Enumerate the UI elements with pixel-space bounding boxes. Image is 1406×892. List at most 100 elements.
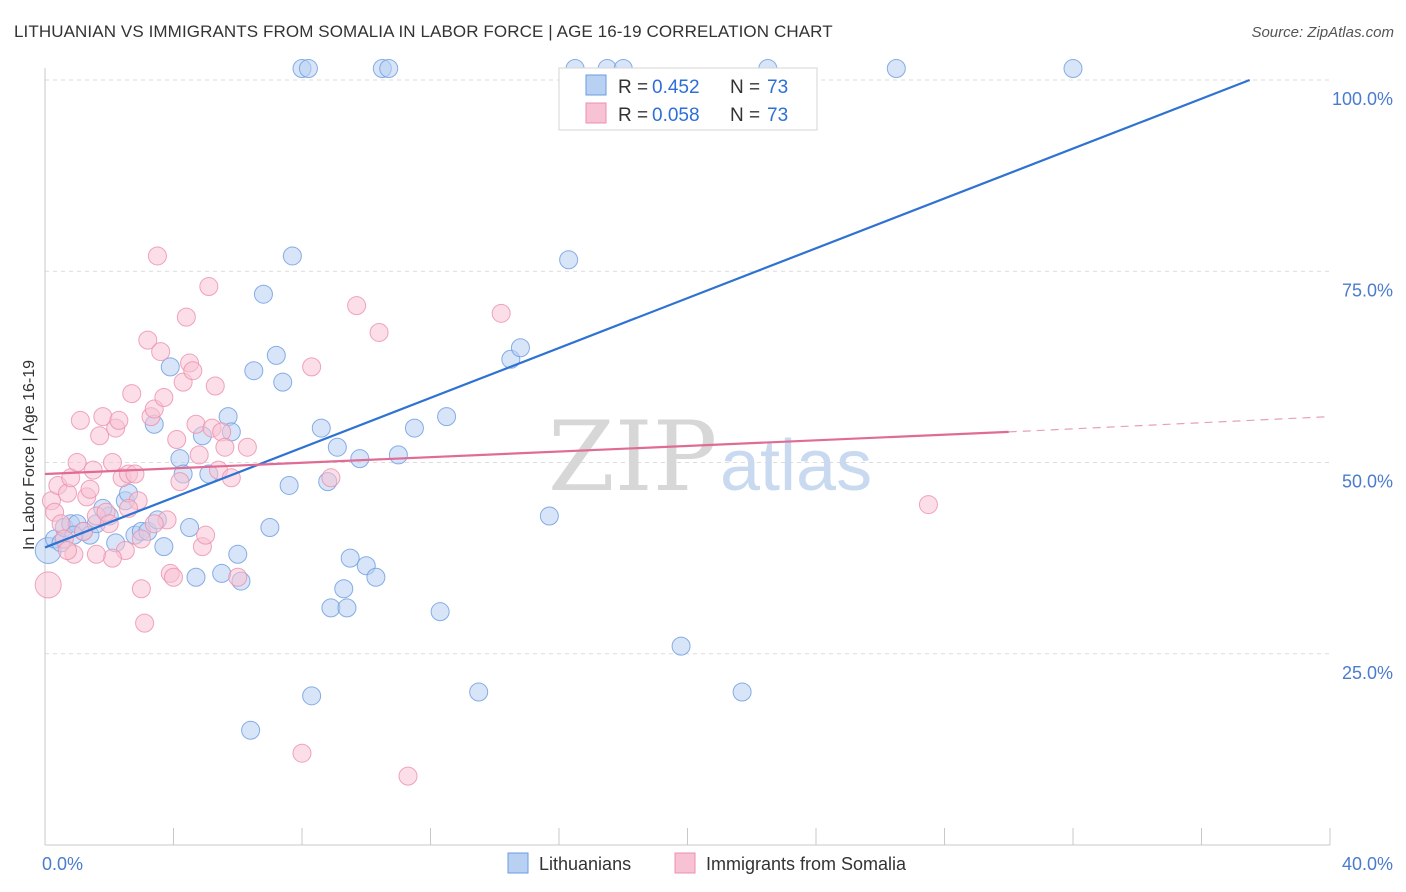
legend-swatch-lithuanians [585, 74, 607, 96]
series-legend: Lithuanians Immigrants from Somalia [507, 852, 907, 874]
point-somalia [67, 453, 87, 472]
point-somalia [491, 303, 511, 323]
point-somalia [176, 307, 196, 327]
point-lithuanians [170, 449, 190, 469]
point-lithuanians [311, 418, 331, 438]
legend-r-label-1: R = [618, 77, 648, 98]
point-somalia [321, 468, 341, 488]
point-lithuanians [388, 445, 408, 465]
data-points [34, 59, 1083, 786]
legend-n-label-1: N = [730, 77, 760, 98]
point-somalia [51, 514, 71, 534]
point-somalia [292, 743, 312, 763]
y-tick-label: 50.0% [1342, 472, 1393, 492]
y-tick-label: 75.0% [1342, 280, 1393, 300]
point-somalia [369, 322, 389, 342]
point-lithuanians [334, 579, 354, 599]
point-lithuanians [266, 345, 286, 365]
point-somalia [167, 430, 187, 450]
point-lithuanians [337, 598, 357, 618]
point-somalia [237, 437, 257, 457]
point-lithuanians [510, 338, 530, 358]
point-lithuanians [539, 506, 559, 526]
point-somalia [83, 460, 103, 480]
point-somalia [57, 483, 77, 503]
point-lithuanians [321, 598, 341, 618]
point-somalia [138, 330, 158, 350]
point-lithuanians [180, 518, 200, 538]
point-somalia [80, 479, 100, 499]
point-lithuanians [437, 407, 457, 427]
legend-swatch-somalia [585, 102, 607, 124]
point-lithuanians [154, 537, 174, 557]
watermark-zip: ZIP [548, 401, 717, 513]
point-somalia [102, 548, 122, 568]
point-somalia [34, 571, 62, 599]
y-tick-label: 100.0% [1332, 89, 1393, 109]
watermark: ZIP atlas [548, 401, 872, 513]
x-tick-label: 40.0% [1342, 854, 1393, 874]
point-lithuanians [559, 250, 579, 270]
point-somalia [151, 342, 171, 362]
point-somalia [131, 579, 151, 599]
stats-legend: R = 0.452 N = 73 R = 0.058 N = 73 [558, 67, 818, 131]
trend-line-somalia [44, 430, 1009, 476]
point-somalia [205, 376, 225, 396]
point-lithuanians [469, 682, 489, 702]
point-lithuanians [327, 437, 347, 457]
legend-n-value-1: 73 [767, 77, 788, 98]
point-somalia [135, 613, 155, 633]
point-somalia [228, 567, 248, 587]
point-lithuanians [186, 567, 206, 587]
point-lithuanians [253, 284, 273, 304]
point-somalia [102, 453, 122, 472]
point-somalia [90, 426, 110, 446]
axes [44, 68, 1331, 846]
point-somalia [144, 514, 164, 534]
point-lithuanians [379, 59, 399, 79]
legend-n-label-2: N = [730, 105, 760, 126]
point-somalia [196, 525, 216, 545]
point-somalia [99, 514, 119, 534]
point-lithuanians [244, 361, 264, 381]
series-legend-swatch-lithuanians [507, 852, 529, 874]
point-somalia [302, 357, 322, 377]
point-lithuanians [886, 59, 906, 79]
chart-source: Source: ZipAtlas.com [1251, 24, 1394, 41]
point-lithuanians [212, 563, 232, 583]
point-somalia [186, 414, 206, 434]
point-lithuanians [1063, 59, 1083, 79]
legend-r-value-2: 0.058 [652, 105, 700, 126]
point-somalia [125, 464, 145, 484]
point-somalia [70, 410, 90, 430]
point-somalia [215, 437, 235, 457]
point-lithuanians [228, 544, 248, 564]
trend-lines [44, 78, 1331, 549]
point-lithuanians [671, 636, 691, 656]
point-somalia [164, 567, 183, 587]
point-somalia [347, 296, 367, 316]
point-somalia [170, 472, 190, 492]
point-lithuanians [404, 418, 424, 438]
point-somalia [183, 361, 203, 381]
gridlines [45, 79, 1330, 655]
series-legend-label-lithuanians: Lithuanians [539, 854, 631, 874]
point-lithuanians [366, 567, 386, 587]
y-tick-label: 25.0% [1342, 663, 1393, 683]
point-somalia [189, 445, 209, 465]
point-somalia [918, 495, 938, 515]
point-somalia [122, 384, 142, 404]
legend-r-label-2: R = [618, 105, 648, 126]
y-axis-title: In Labor Force | Age 16-19 [21, 360, 38, 550]
series-legend-swatch-somalia [674, 852, 696, 874]
chart-title: LITHUANIAN VS IMMIGRANTS FROM SOMALIA IN… [14, 22, 833, 41]
point-lithuanians [340, 548, 360, 568]
legend-n-value-2: 73 [767, 105, 788, 126]
y-tick-labels: 25.0% 50.0% 75.0% 100.0% [1332, 89, 1393, 683]
point-lithuanians [298, 59, 318, 79]
point-somalia [147, 246, 167, 266]
point-lithuanians [282, 246, 302, 266]
x-tick-labels: 0.0% 40.0% [42, 854, 1393, 874]
point-lithuanians [430, 602, 450, 622]
